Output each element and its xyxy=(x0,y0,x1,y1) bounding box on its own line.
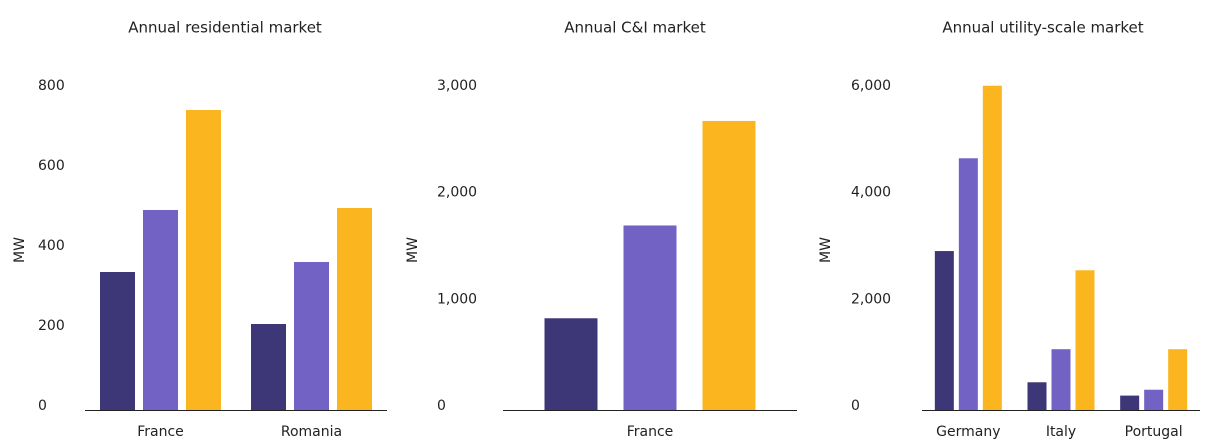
bar xyxy=(544,318,598,410)
bar xyxy=(1075,270,1095,410)
bar xyxy=(143,210,178,410)
bar xyxy=(1120,395,1140,410)
bar xyxy=(186,110,221,410)
y-tick-label: 800 xyxy=(38,78,65,94)
chart-title: Annual residential market xyxy=(128,19,322,37)
bar xyxy=(982,85,1002,410)
y-tick-label: 0 xyxy=(851,398,860,414)
x-tick-label: France xyxy=(137,424,184,439)
y-axis-label: MW xyxy=(818,237,834,263)
x-tick-label: Germany xyxy=(936,424,1000,439)
bar xyxy=(294,262,329,410)
chart-title: Annual C&I market xyxy=(564,19,706,37)
bar xyxy=(251,324,286,410)
x-tick-label: Romania xyxy=(281,424,342,439)
bar xyxy=(702,120,756,410)
y-tick-label: 6,000 xyxy=(851,78,891,94)
y-tick-label: 200 xyxy=(38,318,65,334)
y-tick-label: 400 xyxy=(38,238,65,254)
bar xyxy=(934,251,954,410)
bar xyxy=(1027,382,1047,410)
y-axis-label: MW xyxy=(405,237,421,263)
x-tick-label: France xyxy=(627,424,674,439)
bar xyxy=(958,158,978,410)
chart-title: Annual utility-scale market xyxy=(942,19,1143,37)
y-tick-label: 2,000 xyxy=(851,291,891,307)
bar xyxy=(1144,389,1164,410)
y-tick-label: 1,000 xyxy=(437,291,477,307)
bar xyxy=(337,208,372,410)
y-tick-label: 0 xyxy=(437,398,446,414)
y-tick-label: 2,000 xyxy=(437,185,477,201)
y-tick-label: 600 xyxy=(38,158,65,174)
bar xyxy=(100,272,135,410)
bar xyxy=(1168,349,1188,410)
x-tick-label: Portugal xyxy=(1125,424,1183,439)
y-tick-label: 3,000 xyxy=(437,78,477,94)
y-tick-label: 4,000 xyxy=(851,185,891,201)
bar xyxy=(1051,349,1071,410)
y-axis-label: MW xyxy=(12,237,28,263)
bar xyxy=(623,225,677,410)
x-tick-label: Italy xyxy=(1046,424,1076,439)
y-tick-label: 0 xyxy=(38,398,47,414)
